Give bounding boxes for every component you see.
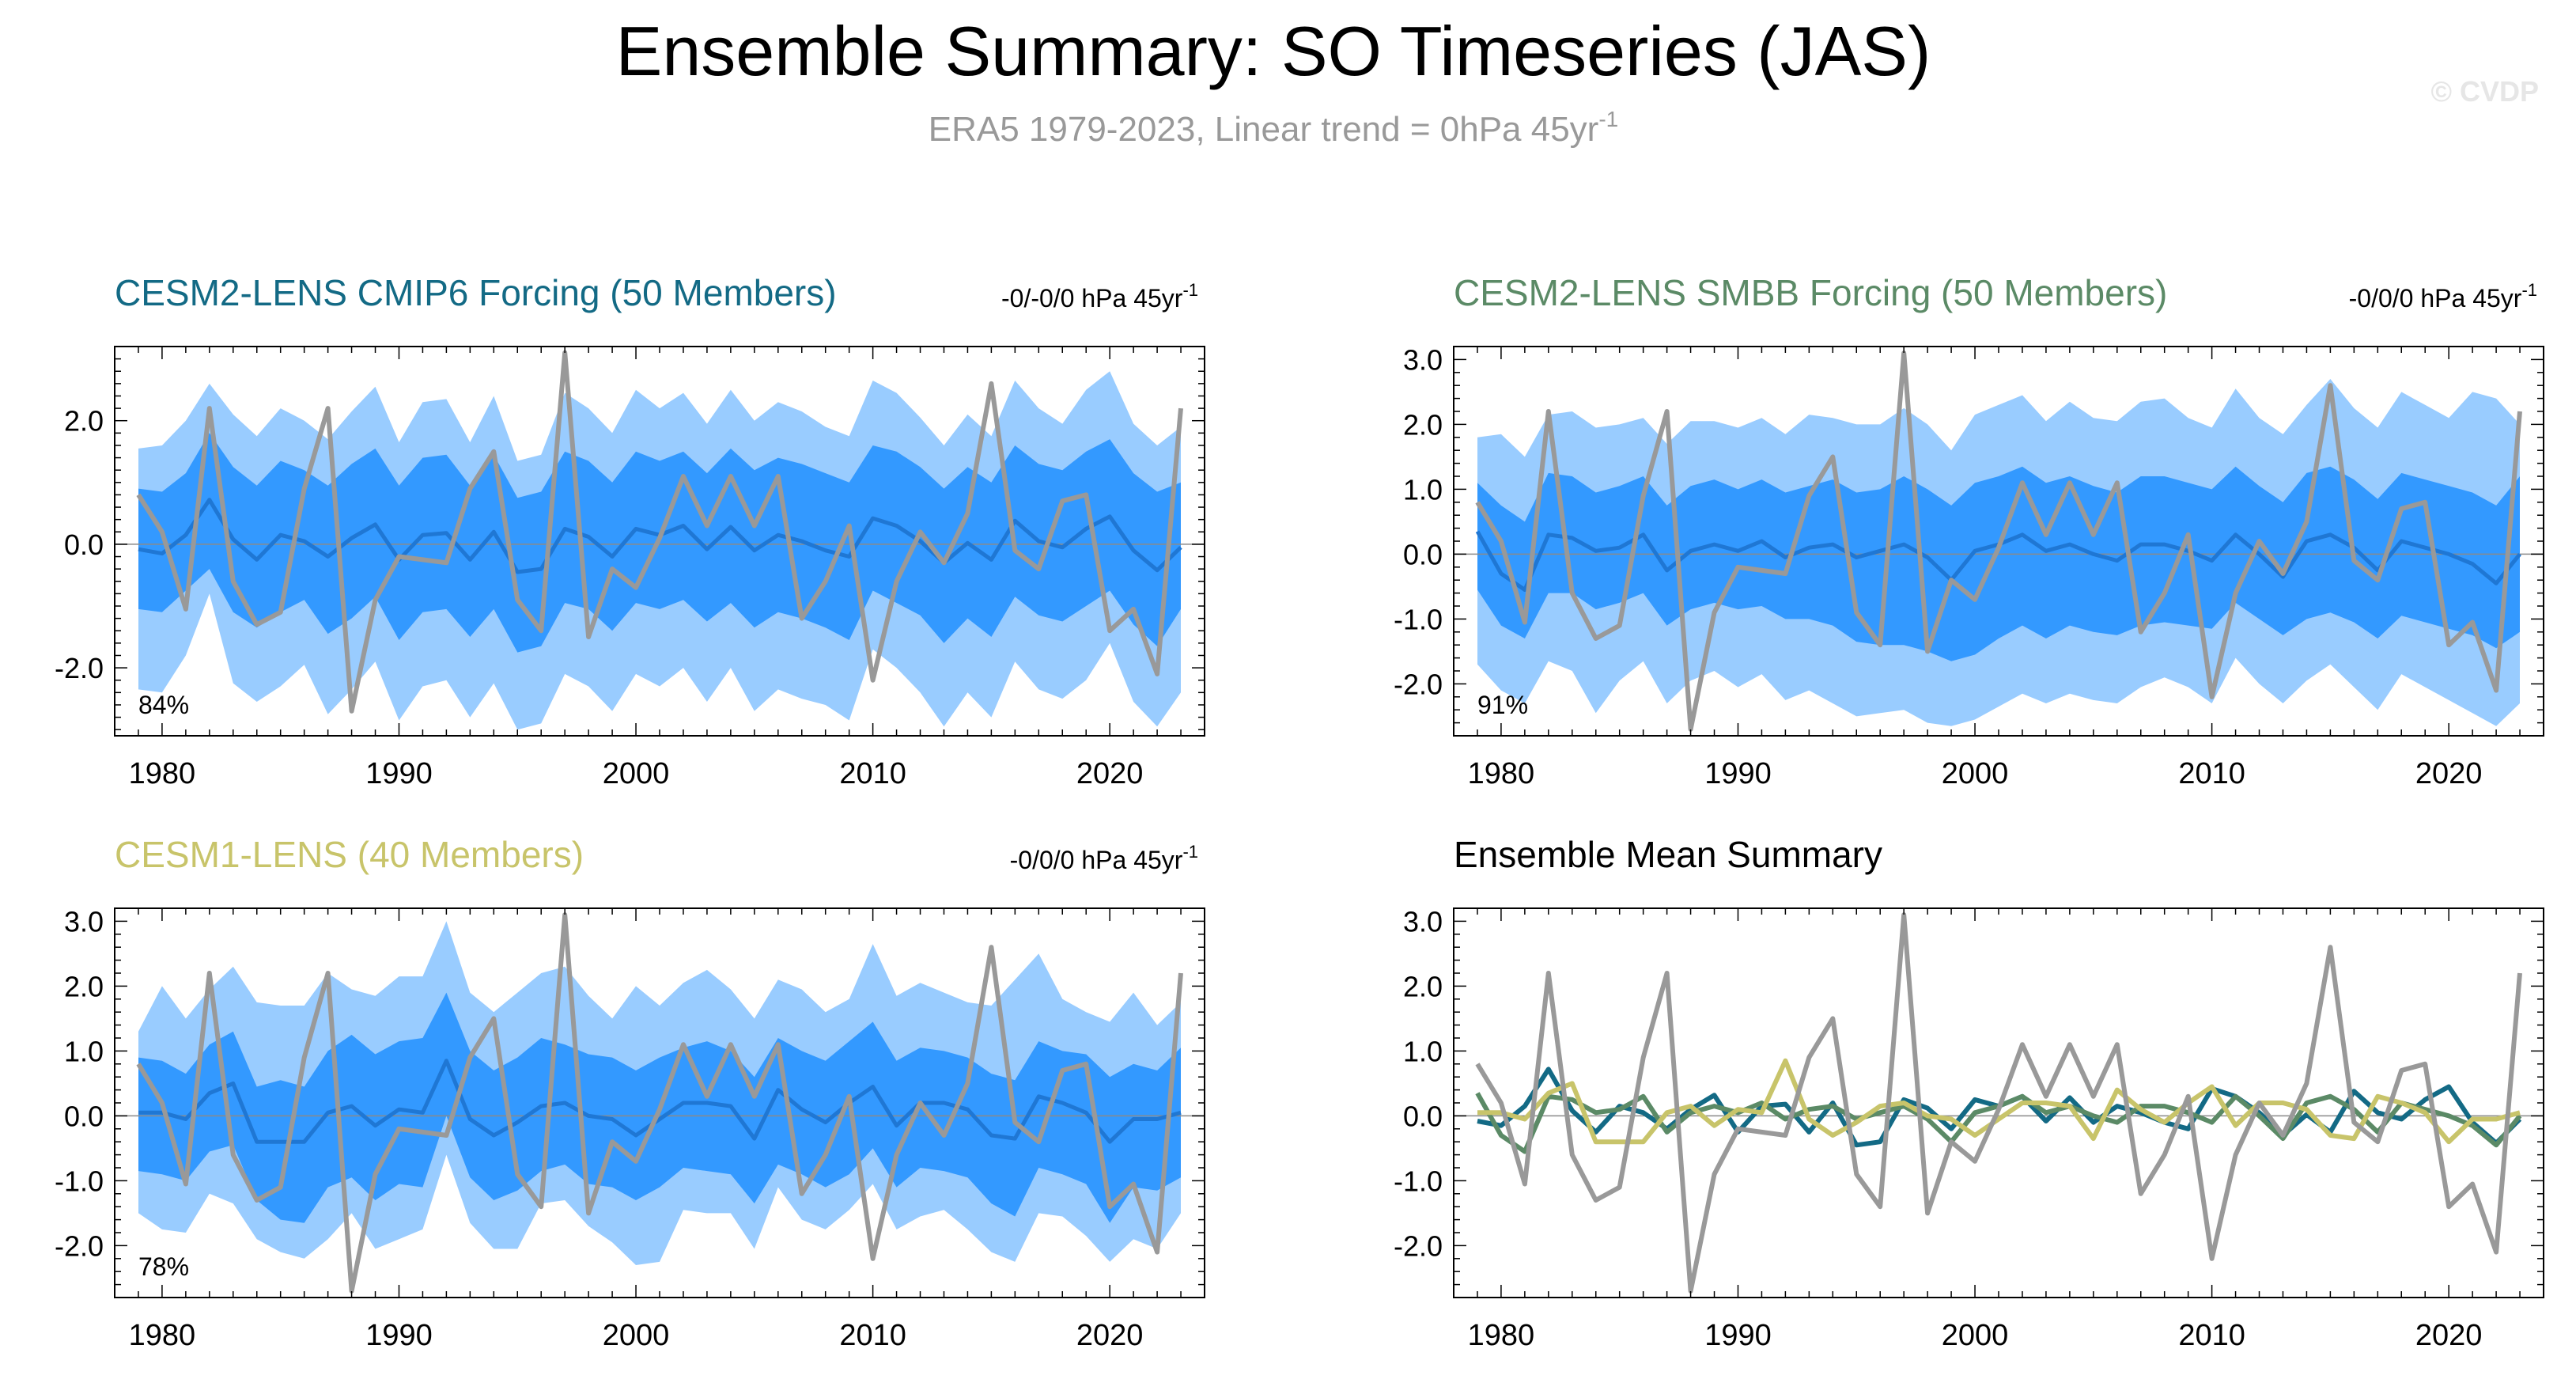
panel-cesm1: CESM1-LENS (40 Members) -0/0/0 hPa 45yr-1… (55, 834, 1205, 1352)
trend-label: -0/0/0 hPa 45yr-1 (1010, 842, 1198, 874)
x-tick-label: 1990 (365, 1319, 433, 1352)
x-tick-label: 2010 (839, 1319, 906, 1352)
trend-value: -0/0/0 hPa 45yr (1010, 846, 1183, 874)
y-tick-label: 3.0 (1403, 905, 1443, 938)
y-tick-label: -1.0 (1394, 603, 1443, 635)
x-tick-label: 2010 (839, 757, 906, 790)
y-tick-label: -2.0 (55, 652, 104, 684)
panel-title: Ensemble Mean Summary (1454, 834, 1882, 875)
x-tick-label: 2000 (603, 1319, 670, 1352)
x-tick-label: 2020 (2415, 1319, 2483, 1352)
subtitle-superscript: -1 (1598, 107, 1618, 131)
x-tick-label: 1980 (129, 757, 196, 790)
x-tick-label: 2000 (1942, 757, 2009, 790)
percent-label: 84% (138, 691, 189, 719)
panel-cesm2-cmip6: CESM2-LENS CMIP6 Forcing (50 Members) -0/… (55, 272, 1205, 790)
inner-spread-band (1477, 466, 2520, 661)
trend-superscript: -1 (2521, 280, 2537, 300)
y-tick-label: 3.0 (64, 905, 104, 938)
series-line (1475, 912, 2522, 1294)
observed-line (136, 912, 1183, 1294)
observed-line (1475, 350, 2522, 732)
percent-label: 78% (138, 1252, 189, 1281)
y-tick-label: -2.0 (1394, 668, 1443, 700)
ensemble-mean-line (138, 1059, 1182, 1144)
watermark: © CVDP (2430, 75, 2539, 108)
y-tick-label: -1.0 (55, 1165, 104, 1197)
y-tick-label: -1.0 (1394, 1165, 1443, 1197)
x-tick-label: 2010 (2178, 757, 2245, 790)
y-tick-label: 0.0 (1403, 538, 1443, 570)
trend-label: -0/0/0 hPa 45yr-1 (2349, 280, 2537, 313)
trend-superscript: -1 (1182, 280, 1198, 300)
trend-value: -0/0/0 hPa 45yr (2349, 284, 2522, 313)
y-tick-label: 0.0 (1403, 1100, 1443, 1132)
x-tick-label: 1980 (1468, 1319, 1535, 1352)
trend-superscript: -1 (1182, 842, 1198, 862)
y-tick-label: 0.0 (64, 1100, 104, 1132)
x-tick-label: 2000 (1942, 1319, 2009, 1352)
x-tick-label: 2010 (2178, 1319, 2245, 1352)
panel-ensemble-mean-summary: Ensemble Mean Summary 1980 1990 2000 2010 202… (1394, 834, 2544, 1352)
x-tick-label: 1990 (1704, 757, 1772, 790)
y-tick-label: -2.0 (55, 1229, 104, 1262)
x-tick-label: 2000 (603, 757, 670, 790)
y-tick-label: 2.0 (64, 970, 104, 1002)
observed-line (136, 350, 1183, 714)
y-tick-label: 2.0 (64, 405, 104, 438)
trend-value: -0/-0/0 hPa 45yr (1001, 284, 1183, 313)
y-tick-label: 0.0 (64, 529, 104, 561)
figure-title: Ensemble Summary: SO Timeseries (JAS) (616, 12, 1931, 90)
series-line (1477, 1058, 2521, 1145)
y-tick-label: 1.0 (1403, 473, 1443, 506)
x-tick-label: 2020 (2415, 757, 2483, 790)
x-tick-label: 1980 (1468, 757, 1535, 790)
x-tick-label: 2020 (1076, 757, 1144, 790)
figure-subtitle: ERA5 1979-2023, Linear trend = 0hPa 45yr… (929, 107, 1619, 149)
percent-label: 91% (1477, 691, 1528, 719)
y-tick-label: 2.0 (1403, 408, 1443, 441)
x-tick-label: 1990 (365, 757, 433, 790)
x-tick-label: 1990 (1704, 1319, 1772, 1352)
panel-title: CESM1-LENS (40 Members) (115, 834, 584, 875)
y-tick-label: 2.0 (1403, 970, 1443, 1002)
y-tick-label: 1.0 (1403, 1035, 1443, 1067)
panel-title: CESM2-LENS SMBB Forcing (50 Members) (1454, 272, 2167, 313)
panel-title: CESM2-LENS CMIP6 Forcing (50 Members) (115, 272, 837, 313)
y-tick-label: -2.0 (1394, 1229, 1443, 1262)
x-tick-label: 2020 (1076, 1319, 1144, 1352)
panel-cesm2-smbb: CESM2-LENS SMBB Forcing (50 Members) -0/0… (1394, 272, 2544, 790)
trend-label: -0/-0/0 hPa 45yr-1 (1001, 280, 1198, 313)
y-tick-label: 3.0 (1403, 343, 1443, 376)
x-tick-label: 1980 (129, 1319, 196, 1352)
subtitle-main: ERA5 1979-2023, Linear trend = 0hPa 45yr (929, 110, 1599, 149)
y-tick-label: 1.0 (64, 1035, 104, 1067)
